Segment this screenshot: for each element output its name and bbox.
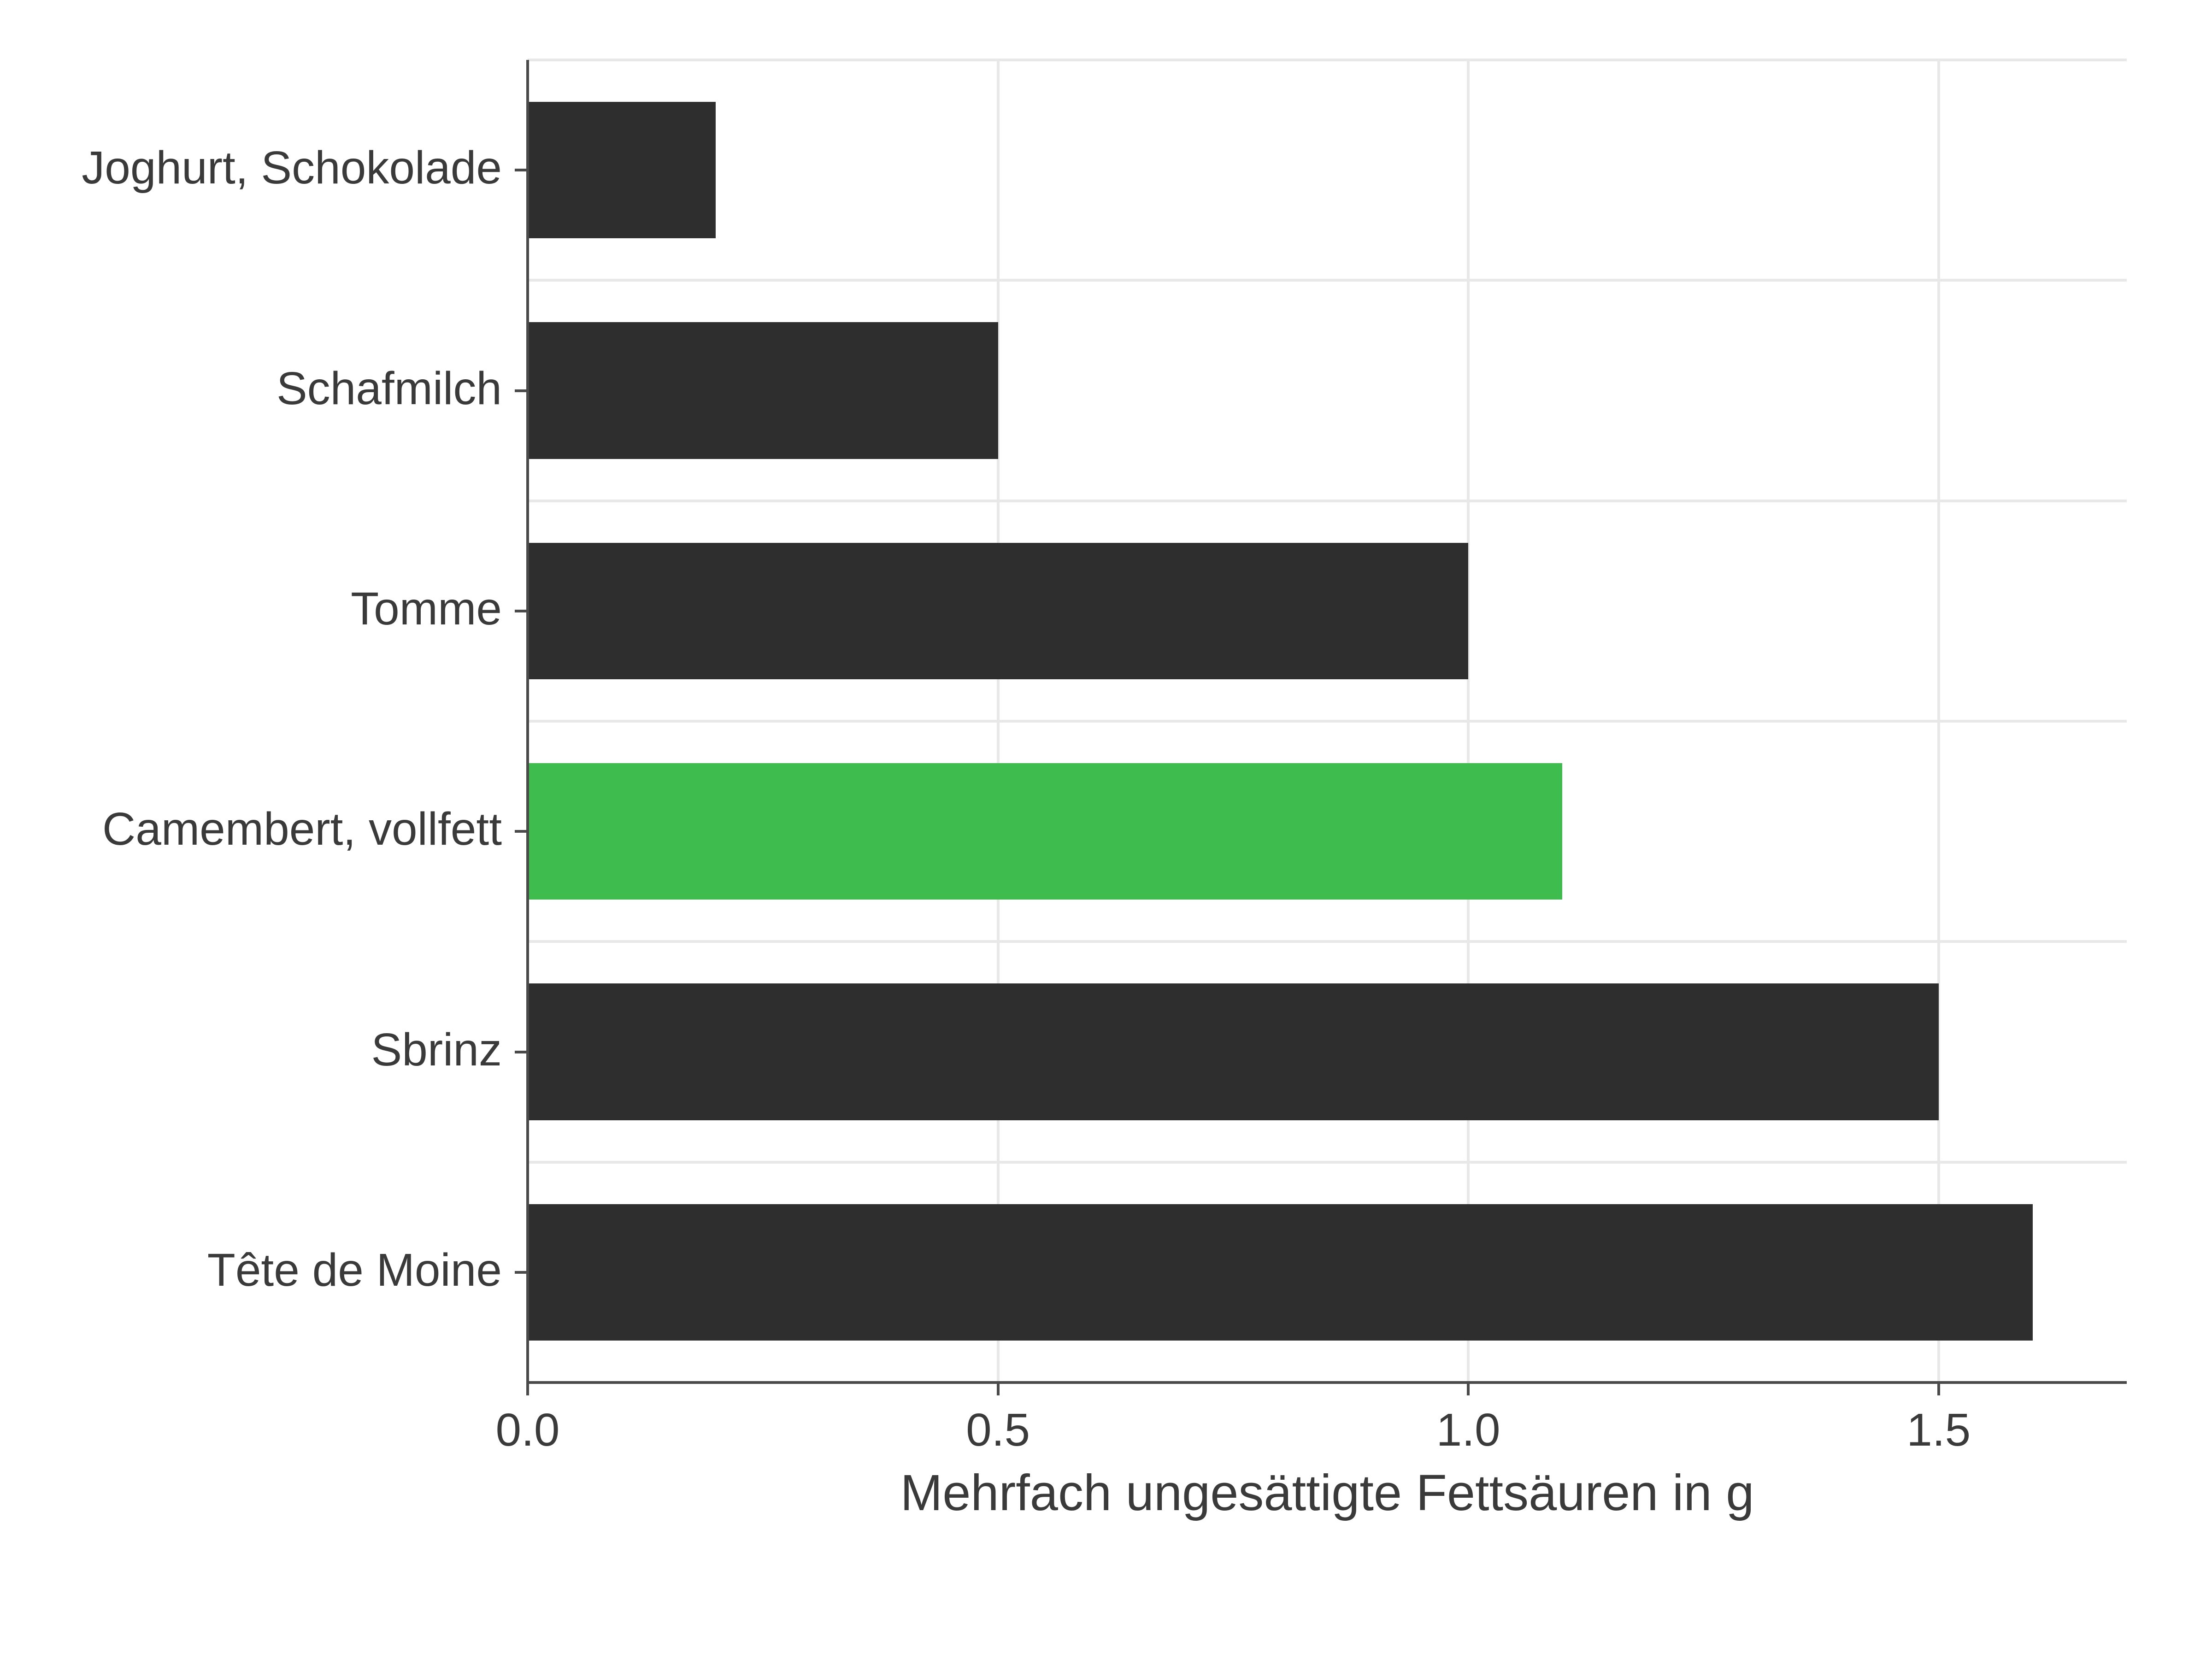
gridline-horizontal bbox=[528, 500, 2127, 502]
bar bbox=[528, 1204, 2033, 1341]
x-tick-mark bbox=[1467, 1382, 1470, 1395]
x-tick-label: 0.5 bbox=[906, 1404, 1090, 1457]
x-axis-title: Mehrfach ungesättigte Fettsäuren in g bbox=[528, 1464, 2127, 1522]
y-tick-mark bbox=[515, 169, 528, 171]
bar bbox=[528, 543, 1468, 680]
gridline-horizontal bbox=[528, 279, 2127, 282]
bar bbox=[528, 763, 1562, 900]
y-axis-line bbox=[526, 60, 529, 1382]
y-tick-label: Joghurt, Schokolade bbox=[82, 141, 502, 194]
y-tick-mark bbox=[515, 1051, 528, 1053]
y-tick-mark bbox=[515, 830, 528, 833]
bar bbox=[528, 983, 1939, 1120]
y-tick-label: Tomme bbox=[351, 582, 502, 635]
bar bbox=[528, 102, 716, 239]
y-tick-mark bbox=[515, 610, 528, 612]
y-tick-mark bbox=[515, 1271, 528, 1274]
x-tick-label: 1.5 bbox=[1847, 1404, 2031, 1457]
gridline-horizontal bbox=[528, 59, 2127, 61]
x-tick-mark bbox=[997, 1382, 1000, 1395]
bar bbox=[528, 322, 998, 459]
y-tick-label: Sbrinz bbox=[371, 1024, 502, 1077]
y-tick-label: Schafmilch bbox=[276, 362, 502, 415]
gridline-horizontal bbox=[528, 1161, 2127, 1164]
fatty-acids-bar-chart: 0.0 0.5 1.0 1.5 Joghurt, Schokolade Schafmilc… bbox=[0, 0, 2212, 1659]
x-tick-mark bbox=[526, 1382, 529, 1395]
x-tick-label: 0.0 bbox=[435, 1404, 620, 1457]
y-tick-label: Tête de Moine bbox=[207, 1244, 502, 1297]
y-tick-label: Camembert, vollfett bbox=[102, 803, 502, 856]
gridline-horizontal bbox=[528, 940, 2127, 943]
y-tick-mark bbox=[515, 389, 528, 392]
x-axis-line bbox=[528, 1381, 2127, 1384]
gridline-horizontal bbox=[528, 720, 2127, 723]
x-tick-label: 1.0 bbox=[1376, 1404, 1560, 1457]
x-tick-mark bbox=[1937, 1382, 1940, 1395]
